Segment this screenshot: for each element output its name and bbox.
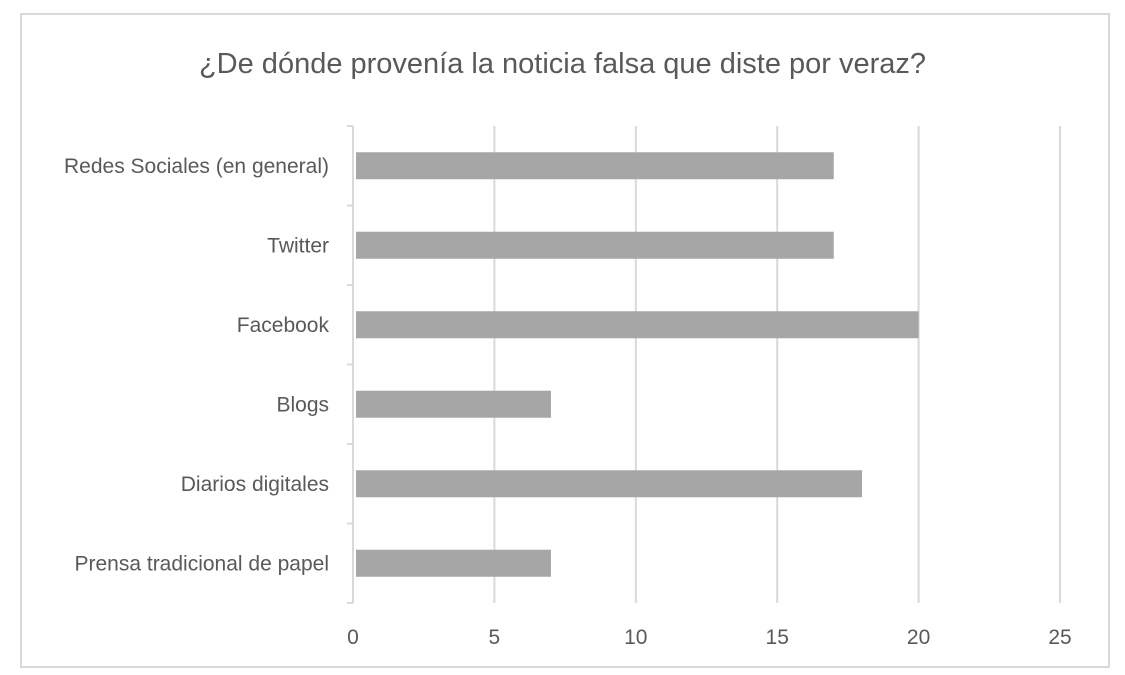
category-label-5: Prensa tradicional de papel	[74, 552, 329, 575]
chart-title: ¿De dónde provenía la noticia falsa que …	[198, 48, 927, 80]
bar-4	[356, 470, 863, 498]
bar-1	[356, 231, 834, 259]
category-label-2: Facebook	[237, 314, 330, 337]
category-label-0: Redes Sociales (en general)	[64, 155, 329, 178]
bar-3	[356, 390, 551, 418]
x-tick-label-2: 10	[624, 626, 647, 649]
x-tick-label-5: 25	[1048, 626, 1071, 649]
bar-5	[356, 549, 551, 577]
category-label-3: Blogs	[276, 393, 329, 416]
chart-frame	[20, 13, 1110, 668]
category-label-1: Twitter	[267, 234, 329, 257]
x-tick-label-4: 20	[907, 626, 930, 649]
category-label-4: Diarios digitales	[181, 473, 329, 496]
x-tick-label-3: 15	[766, 626, 789, 649]
bar-0	[356, 152, 834, 180]
bar-2	[356, 311, 919, 339]
x-tick-label-1: 5	[489, 626, 501, 649]
x-tick-label-0: 0	[347, 626, 359, 649]
